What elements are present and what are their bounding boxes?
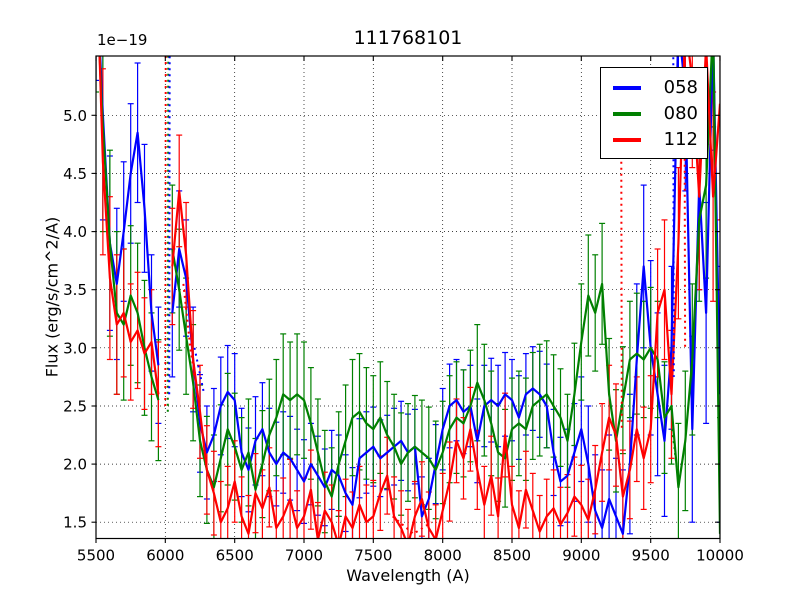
y-axis-offset-label: 1e−19 <box>97 31 148 49</box>
legend-entry-112: 112 <box>601 127 707 153</box>
y-tick-label: 4.5 <box>63 165 87 183</box>
series-line-112 <box>98 56 720 539</box>
chart-title: 111768101 <box>353 27 463 49</box>
y-axis-label: Flux (erg/s/cm^2/A) <box>42 216 62 378</box>
x-tick-label: 6500 <box>216 547 254 565</box>
x-tick-label: 5500 <box>77 547 115 565</box>
tick-marks <box>91 56 721 543</box>
legend-line-sample-green <box>613 112 641 116</box>
y-tick-label: 3.0 <box>63 339 87 357</box>
y-tick-label: 1.5 <box>63 514 87 532</box>
legend-label-112: 112 <box>663 129 698 150</box>
masked-dotted-segment-058 <box>193 347 206 395</box>
legend-line-sample-blue <box>613 86 641 90</box>
series-line-080 <box>98 56 720 534</box>
y-tick-label: 4.0 <box>63 223 87 241</box>
legend-label-080: 080 <box>663 103 698 124</box>
x-tick-label: 8000 <box>424 547 462 565</box>
legend-entry-058: 058 <box>601 75 707 101</box>
x-tick-label: 9000 <box>562 547 600 565</box>
axes-frame <box>95 55 721 540</box>
legend-label-058: 058 <box>663 77 698 98</box>
y-tick-label: 5.0 <box>63 107 87 125</box>
legend: 058 080 112 <box>600 67 708 159</box>
tick-labels: 5500 6000 6500 7000 7500 8000 8500 9000 9500 1000… <box>63 107 744 565</box>
x-tick-label: 9500 <box>632 547 670 565</box>
legend-entry-080: 080 <box>601 101 707 127</box>
y-tick-label: 3.5 <box>63 281 87 299</box>
y-tick-label: 2.0 <box>63 456 87 474</box>
y-tick-label: 2.5 <box>63 398 87 416</box>
legend-line-sample-red <box>613 138 641 142</box>
masked-dotted-segment-112 <box>620 161 623 430</box>
x-tick-label: 7500 <box>354 547 392 565</box>
masked-dotted-segment-112 <box>683 68 687 348</box>
x-tick-label: 6000 <box>146 547 184 565</box>
x-tick-label: 10000 <box>696 547 744 565</box>
x-tick-label: 8500 <box>493 547 531 565</box>
data-layer <box>96 56 720 539</box>
x-tick-label: 7000 <box>285 547 323 565</box>
masked-dotted-segment-080 <box>671 429 680 482</box>
masked-dotted-segment-080 <box>166 56 170 412</box>
x-axis-label: Wavelength (A) <box>346 566 470 585</box>
